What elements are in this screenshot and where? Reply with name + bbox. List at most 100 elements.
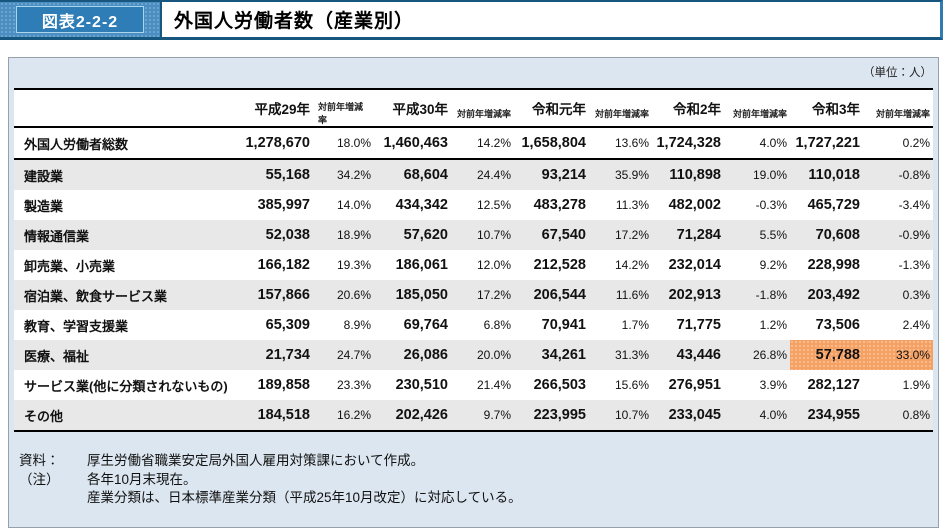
- footnotes: 資料： 厚生労働省職業安定局外国人雇用対策課において作成。 （注） 各年10月末…: [19, 452, 522, 508]
- yoy-rate-cell: 11.3%: [615, 198, 649, 212]
- worker-count-cell: 26,086: [403, 347, 448, 363]
- table-body: 外国人労働者総数 1,278,670 18.0% 1,460,463 14.2% 1,65…: [14, 128, 933, 430]
- worker-count-cell: 57,788: [790, 340, 868, 370]
- worker-count-cell: 483,278: [533, 197, 586, 213]
- industry-label: 宿泊業、飲食サービス業: [24, 288, 168, 304]
- worker-count-cell: 110,018: [808, 167, 860, 183]
- worker-count-cell: 282,127: [807, 377, 860, 393]
- worker-count-cell: 482,002: [668, 197, 721, 213]
- worker-count-cell: 93,214: [541, 167, 586, 183]
- foreign-workers-table: 平成29年 対前年増減率 平成30年 対前年増減率 令和元年 対前年増減率 令和…: [14, 88, 933, 432]
- yoy-rate-cell: 12.0%: [476, 258, 511, 272]
- yoy-rate-cell: 1.9%: [902, 378, 930, 392]
- worker-count-cell: 232,014: [668, 257, 721, 273]
- worker-count-cell: 203,492: [807, 287, 860, 303]
- worker-count-cell: 1,724,328: [656, 135, 721, 151]
- column-header-r2: 令和2年: [672, 102, 721, 117]
- yoy-rate-cell: 8.9%: [343, 318, 371, 332]
- industry-column-header: [14, 90, 230, 126]
- column-header-h30: 平成30年: [392, 102, 448, 117]
- worker-count-cell: 385,997: [257, 197, 310, 213]
- worker-count-cell: 69,764: [403, 317, 448, 333]
- worker-count-cell: 43,446: [676, 347, 721, 363]
- worker-count-cell: 65,309: [265, 317, 310, 333]
- unit-label: （単位：人）: [863, 67, 932, 79]
- industry-label: 建設業: [24, 168, 64, 184]
- yoy-rate-cell: 19.0%: [752, 168, 787, 182]
- worker-count-cell: 67,540: [541, 227, 586, 243]
- figure-label-area: 図表2-2-2: [0, 2, 160, 37]
- yoy-rate-cell: 0.2%: [902, 136, 930, 150]
- yoy-rate-cell: 1.7%: [621, 318, 649, 332]
- worker-count-cell: 71,775: [676, 317, 721, 333]
- table-row: 外国人労働者総数 1,278,670 18.0% 1,460,463 14.2% 1,65…: [14, 128, 933, 160]
- worker-count-cell: 202,913: [668, 287, 721, 303]
- figure-title-area: 外国人労働者数（産業別）: [160, 2, 940, 37]
- yoy-rate-cell: 18.9%: [336, 228, 371, 242]
- yoy-rate-cell: 24.7%: [336, 348, 371, 362]
- worker-count-cell: 276,951: [668, 377, 721, 393]
- worker-count-cell: 110,898: [669, 167, 721, 183]
- yoy-rate-cell: 9.7%: [483, 408, 511, 422]
- table-row: 建設業 55,168 34.2% 68,604 24.4% 93,214 35.9% 110,…: [14, 160, 933, 190]
- yoy-rate-cell: 19.3%: [336, 258, 371, 272]
- worker-count-cell: 206,544: [533, 287, 586, 303]
- source-label: 資料：: [19, 453, 60, 468]
- table-row: 医療、福祉 21,734 24.7% 26,086 20.0% 34,261 31.3% 43…: [14, 340, 933, 370]
- figure-header-bar: 図表2-2-2 外国人労働者数（産業別）: [0, 0, 943, 40]
- worker-count-cell: 1,460,463: [383, 135, 448, 151]
- industry-label: 教育、学習支援業: [24, 318, 129, 334]
- worker-count-cell: 57,620: [403, 227, 448, 243]
- yoy-rate-cell: 16.2%: [336, 408, 371, 422]
- worker-count-cell: 185,050: [395, 287, 448, 303]
- yoy-rate-cell: 2.4%: [902, 318, 930, 332]
- worker-count-cell: 465,729: [807, 197, 860, 213]
- yoy-rate-cell: 14.2%: [614, 258, 649, 272]
- yoy-rate-cell: 20.0%: [476, 348, 511, 362]
- worker-count-cell: 1,278,670: [245, 135, 310, 151]
- table-row: 情報通信業 52,038 18.9% 57,620 10.7% 67,540 17.2% 71…: [14, 220, 933, 250]
- industry-label: 製造業: [24, 198, 64, 214]
- yoy-rate-cell: 11.6%: [615, 288, 649, 302]
- yoy-rate-cell: 14.0%: [336, 198, 371, 212]
- worker-count-cell: 234,955: [807, 407, 860, 423]
- worker-count-cell: 202,426: [395, 407, 448, 423]
- industry-label: 医療、福祉: [24, 348, 90, 364]
- figure-number-badge: 図表2-2-2: [16, 6, 144, 33]
- worker-count-cell: 1,727,221: [795, 135, 860, 151]
- yoy-rate-cell: 3.9%: [759, 378, 787, 392]
- yoy-rate-cell: 35.9%: [614, 168, 649, 182]
- worker-count-cell: 73,506: [815, 317, 860, 333]
- worker-count-cell: 184,518: [257, 407, 310, 423]
- note-line-2: 産業分類は、日本標準産業分類（平成25年10月改定）に対応している。: [87, 490, 522, 505]
- worker-count-cell: 70,941: [541, 317, 586, 333]
- figure-title: 外国人労働者数（産業別）: [174, 11, 415, 32]
- yoy-rate-cell: -0.9%: [898, 228, 930, 242]
- industry-label: その他: [24, 408, 64, 424]
- column-header-r3: 令和3年: [811, 102, 860, 117]
- worker-count-cell: 212,528: [533, 257, 586, 273]
- yoy-rate-cell: 14.2%: [476, 136, 511, 150]
- yoy-rate-cell: 24.4%: [476, 168, 511, 182]
- worker-count-cell: 21,734: [265, 347, 310, 363]
- worker-count-cell: 186,061: [395, 257, 448, 273]
- yoy-rate-cell: 1.2%: [759, 318, 787, 332]
- worker-count-cell: 71,284: [676, 227, 721, 243]
- table-panel: （単位：人） 平成29年 対前年増減率 平成30年 対前年増減率 令和元年 対前…: [8, 57, 939, 528]
- worker-count-cell: 434,342: [395, 197, 448, 213]
- yoy-rate-cell: 4.0%: [759, 136, 787, 150]
- yoy-rate-cell: -0.8%: [898, 168, 930, 182]
- yoy-rate-cell: 4.0%: [759, 408, 787, 422]
- table-row: 教育、学習支援業 65,309 8.9% 69,764 6.8% 70,941 1.7% 71…: [14, 310, 933, 340]
- note-line-1: 各年10月末現在。: [87, 471, 197, 487]
- industry-label: サービス業(他に分類されないもの): [24, 378, 228, 394]
- worker-count-cell: 1,658,804: [521, 135, 586, 151]
- yoy-rate-cell: 9.2%: [759, 258, 787, 272]
- yoy-rate-cell: 33.0%: [868, 340, 933, 370]
- yoy-rate-cell: -0.3%: [755, 198, 787, 212]
- yoy-rate-cell: -1.8%: [755, 288, 787, 302]
- yoy-rate-cell: 26.8%: [752, 348, 787, 362]
- industry-label: 外国人労働者総数: [24, 136, 129, 152]
- column-header-h29: 平成29年: [254, 102, 310, 117]
- worker-count-cell: 166,182: [257, 257, 310, 273]
